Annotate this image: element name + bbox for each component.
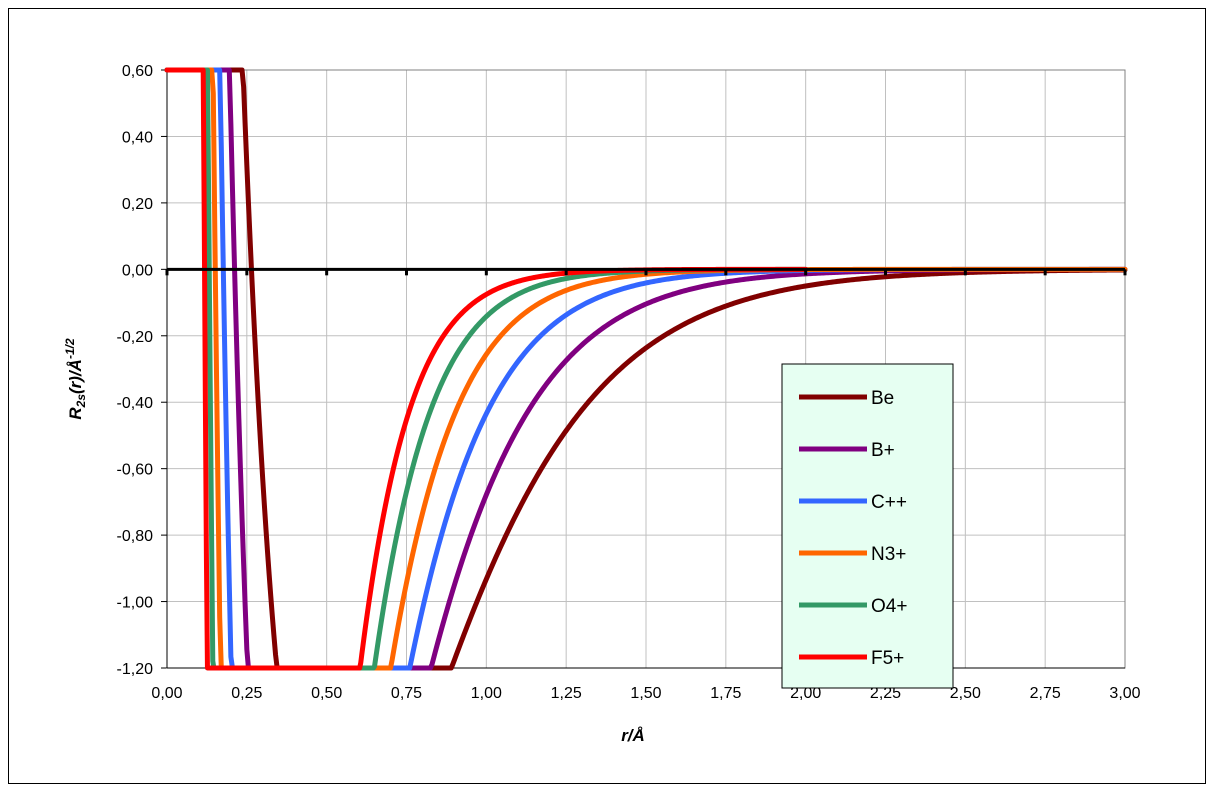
legend-label-f5plus: F5+ — [871, 648, 904, 669]
x-tick-label: 1,00 — [471, 685, 502, 702]
y-tick-label: 0,20 — [122, 196, 153, 213]
legend-label-be: Be — [871, 388, 894, 409]
y-tick-label: -0,60 — [117, 462, 154, 479]
y-tick-label: -1,00 — [117, 595, 154, 612]
x-tick-labels: 0,00 0,25 0,50 0,75 1,00 1,25 1,50 1,75 2,00 2,25… — [151, 685, 1140, 702]
x-tick-label: 0,00 — [151, 685, 182, 702]
x-tick-label: 1,50 — [630, 685, 661, 702]
y-tick-label: -0,40 — [117, 395, 154, 412]
y-tick-label: -1,20 — [117, 661, 154, 678]
x-tick-label: 0,25 — [231, 685, 262, 702]
y-tick-label: -0,20 — [117, 329, 154, 346]
y-tick-label: 0,00 — [122, 262, 153, 279]
y-axis-title: R2s(r)/Å-1/2 — [63, 338, 88, 420]
x-tick-label: 2,00 — [790, 685, 821, 702]
legend-label-cplusplus: C++ — [871, 492, 907, 513]
legend-items: Be B+ C++ N3+ O4+ F5+ — [799, 388, 907, 669]
chart-svg: 0,00 0,25 0,50 0,75 1,00 1,25 1,50 1,75 2,00 2,25… — [63, 63, 1141, 745]
legend-label-bplus: B+ — [871, 440, 895, 461]
x-tick-label: 1,25 — [551, 685, 582, 702]
y-tick-label: 0,60 — [122, 63, 153, 80]
y-tick-label: -0,80 — [117, 528, 154, 545]
x-tick-label: 1,75 — [710, 685, 741, 702]
chart-frame: 0,00 0,25 0,50 0,75 1,00 1,25 1,50 1,75 2,00 2,25… — [8, 8, 1206, 784]
legend-label-o4plus: O4+ — [871, 596, 907, 617]
y-tick-labels: 0,60 0,40 0,20 0,00 -0,20 -0,40 -0,60 -0,80 -1,0… — [117, 63, 154, 678]
legend-label-n3plus: N3+ — [871, 544, 906, 565]
x-tick-label: 3,00 — [1109, 685, 1140, 702]
legend-box — [781, 363, 954, 689]
y-tick-label: 0,40 — [122, 129, 153, 146]
grid-layer — [161, 69, 1126, 669]
x-tick-label: 2,75 — [1030, 685, 1061, 702]
x-tick-label: 2,25 — [870, 685, 901, 702]
x-tick-label: 0,50 — [311, 685, 342, 702]
x-tick-label: 2,50 — [950, 685, 981, 702]
zero-axis-layer — [165, 267, 1127, 276]
legend: Be B+ C++ N3+ O4+ F5+ — [781, 363, 954, 689]
x-axis-title: r/Å — [621, 726, 645, 745]
x-tick-label: 0,75 — [391, 685, 422, 702]
